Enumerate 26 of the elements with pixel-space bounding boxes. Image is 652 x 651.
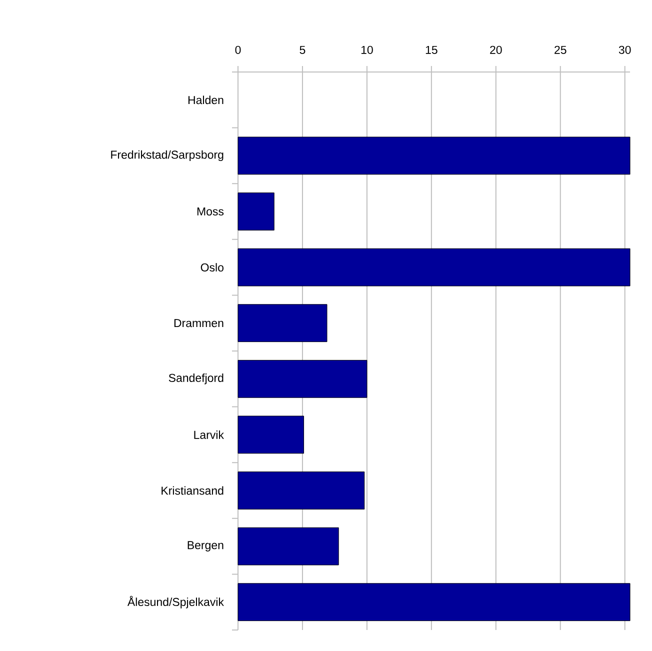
y-tick-label: Halden (188, 96, 224, 104)
x-tick-label: 15 (426, 46, 438, 54)
x-tick-label: 20 (490, 46, 502, 54)
y-tick-label: Drammen (174, 319, 224, 328)
bar (238, 360, 368, 398)
bar (238, 136, 630, 175)
bar (238, 304, 328, 342)
bar (238, 527, 339, 566)
x-tick-label: 5 (300, 46, 306, 54)
y-tick-label: Sandefjord (168, 374, 224, 384)
bar (238, 248, 630, 286)
bar (238, 472, 365, 510)
y-tick-label: Moss (197, 207, 224, 216)
y-tick-label: Ålesund/Spjelkavik (127, 596, 224, 608)
x-tick-label: 30 (618, 46, 631, 54)
bar (238, 192, 274, 230)
y-tick-label: Oslo (200, 263, 224, 272)
bar (238, 416, 304, 454)
y-tick-label: Fredrikstad/Sarpsborg (111, 150, 224, 162)
y-tick-label: Kristiansand (162, 486, 224, 495)
y-tick-label: Bergen (188, 541, 224, 552)
x-tick-label: 10 (361, 46, 373, 54)
bar (238, 583, 630, 622)
x-tick-label: 0 (235, 46, 241, 54)
x-tick-label: 25 (554, 46, 566, 54)
y-tick-label: Larvik (194, 430, 224, 439)
